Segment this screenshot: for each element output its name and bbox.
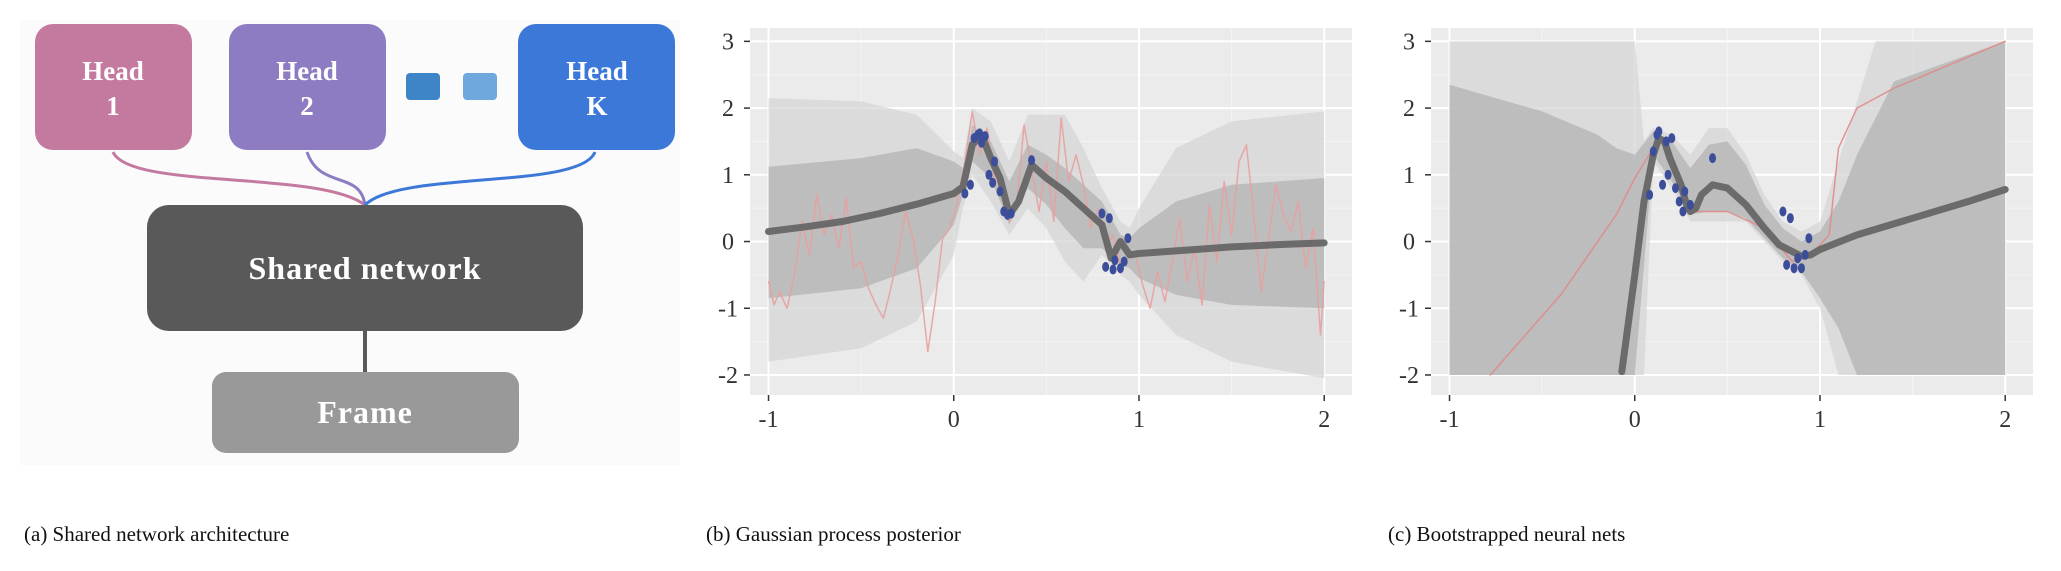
shared-network-label: Shared network [249, 250, 482, 286]
observation-point [1659, 179, 1667, 190]
observation-point [1649, 146, 1657, 157]
observation-point [961, 188, 969, 199]
bootstrap-chart: -1 0 1 2 -2 -1 0 1 2 3 [1381, 20, 2041, 465]
ellipsis-block-1 [406, 73, 440, 100]
y-tick-label: 1 [722, 163, 734, 189]
observation-point [991, 156, 999, 167]
head-k-connector [363, 151, 597, 207]
observation-point [1646, 189, 1654, 200]
inner-uncertainty-band [1449, 41, 2006, 376]
observation-point [1779, 206, 1787, 217]
head-k-number: K [586, 91, 607, 121]
observation-point [1098, 208, 1106, 219]
observation-point [1116, 263, 1124, 274]
observation-point [1664, 169, 1672, 180]
observation-point [1797, 263, 1805, 274]
head-2-label: Head [276, 56, 338, 86]
head-1-number: 1 [106, 91, 120, 121]
observation-point [1686, 199, 1694, 210]
observation-point [1790, 263, 1798, 274]
y-tick-label: 2 [1403, 96, 1415, 122]
observation-point [1111, 255, 1119, 266]
observation-point [996, 186, 1004, 197]
observation-point [981, 131, 989, 142]
observation-point [1681, 186, 1689, 197]
observation-point [1672, 183, 1680, 194]
observation-point [966, 179, 974, 190]
bootstrap-chart-svg: -1 0 1 2 -2 -1 0 1 2 3 [1399, 28, 2033, 433]
observation-point [1120, 256, 1128, 267]
caption-c: (c) Bootstrapped neural nets [1388, 522, 1626, 546]
y-tick-label: 0 [722, 230, 734, 256]
observation-point [1675, 196, 1683, 207]
architecture-diagram: Head 1 Head 2 Head K Shared network Fram… [20, 20, 680, 465]
observation-point [1124, 233, 1132, 244]
frame-box: Frame [212, 372, 519, 453]
x-tick-label: 2 [1318, 407, 1330, 433]
observation-point [1102, 261, 1110, 272]
head-2-number: 2 [300, 91, 314, 121]
posterior-mean-line [1618, 134, 2009, 376]
caption-b: (b) Gaussian process posterior [706, 522, 961, 546]
x-tick-label: 0 [948, 407, 960, 433]
observation-point [1786, 213, 1794, 224]
y-tick-label: 3 [722, 29, 734, 55]
observation-point [1709, 153, 1717, 164]
observation-point [1105, 213, 1113, 224]
head-1-box: Head 1 [35, 24, 192, 150]
architecture-svg: Head 1 Head 2 Head K Shared network Fram… [20, 20, 680, 465]
head-k-label: Head [566, 56, 628, 86]
sample-function-line [767, 110, 1325, 353]
observation-point [1109, 264, 1117, 275]
y-tick-label: -1 [718, 296, 738, 322]
head-1-connector [111, 151, 366, 207]
caption-a: (a) Shared network architecture [24, 522, 290, 546]
y-tick-label: 3 [1403, 29, 1415, 55]
observation-point [989, 177, 997, 188]
observation-point [1662, 136, 1670, 147]
observation-point [1801, 249, 1809, 260]
x-tick-label: 1 [1133, 407, 1145, 433]
observation-point [1794, 253, 1802, 264]
x-tick-label: 0 [1629, 407, 1641, 433]
y-tick-label: 1 [1403, 163, 1415, 189]
observation-point [1805, 233, 1813, 244]
gp-chart-svg: -1 0 1 2 -2 -1 0 1 2 3 [718, 28, 1352, 433]
head-2-connector [305, 151, 367, 206]
shared-network-box: Shared network [147, 205, 583, 331]
observation-point [1783, 259, 1791, 270]
sample-function-line [1489, 40, 2006, 376]
observation-point [985, 169, 993, 180]
gp-posterior-chart: -1 0 1 2 -2 -1 0 1 2 3 [700, 20, 1360, 465]
x-tick-label: -1 [759, 407, 779, 433]
observation-point [1679, 206, 1687, 217]
observation-point [1668, 133, 1676, 144]
observation-point [1655, 126, 1663, 137]
y-tick-label: -2 [718, 363, 738, 389]
observation-point [978, 137, 986, 148]
x-tick-label: -1 [1440, 407, 1460, 433]
frame-label: Frame [317, 394, 413, 430]
head-1-label: Head [82, 56, 144, 86]
observation-point [1028, 155, 1036, 166]
y-tick-label: -1 [1399, 296, 1419, 322]
observation-point [1007, 208, 1015, 219]
head-k-box: Head K [518, 24, 675, 150]
observation-point [976, 128, 984, 139]
x-tick-label: 1 [1814, 407, 1826, 433]
y-tick-label: -2 [1399, 363, 1419, 389]
y-tick-label: 0 [1403, 230, 1415, 256]
y-tick-label: 2 [722, 96, 734, 122]
head-2-box: Head 2 [229, 24, 386, 150]
ellipsis-block-2 [463, 73, 497, 100]
x-tick-label: 2 [1999, 407, 2011, 433]
posterior-mean-line [765, 131, 1328, 262]
